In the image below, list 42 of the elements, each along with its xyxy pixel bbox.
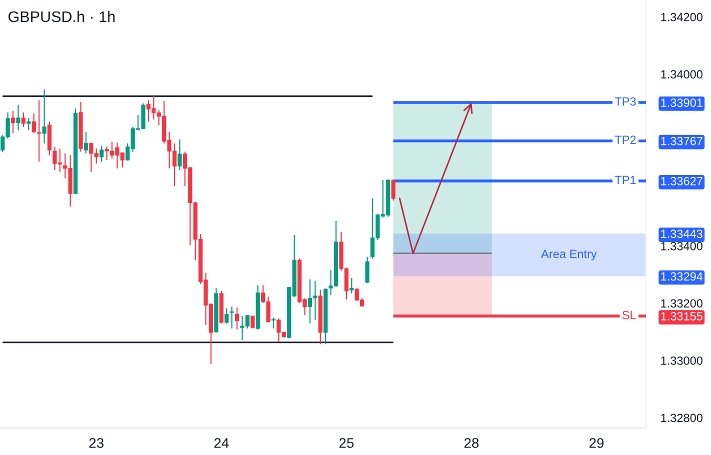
y-tick-label: 1.33294 xyxy=(661,272,703,281)
candlestick xyxy=(84,131,88,154)
band-label: Area Entry xyxy=(541,250,597,260)
candlestick xyxy=(365,256,370,284)
candlestick xyxy=(100,145,104,162)
candlestick xyxy=(16,104,20,131)
y-tick-label: 1.33000 xyxy=(661,356,702,365)
candlestick xyxy=(21,112,26,128)
candlestick xyxy=(234,306,240,330)
y-tick-label: 1.34200 xyxy=(661,12,702,22)
y-tick-label: 1.33901 xyxy=(661,98,702,107)
y-tick-label: 1.33200 xyxy=(661,299,702,308)
y-tick-label: 1.34000 xyxy=(661,70,702,79)
y-tick-label: 1.33767 xyxy=(661,136,702,146)
x-tick-label: 25 xyxy=(339,438,354,448)
candlestick xyxy=(10,110,16,134)
ref-line-label: TP3 xyxy=(614,97,636,106)
candlestick xyxy=(42,89,46,144)
candlestick xyxy=(271,316,276,329)
x-tick-label: 29 xyxy=(589,438,604,448)
y-tick-label: 1.33155 xyxy=(661,312,702,320)
candlestick xyxy=(224,308,229,324)
text: GBPUSD.h · 1h xyxy=(8,10,115,22)
x-tick-label: 24 xyxy=(214,438,229,448)
candlestick xyxy=(178,138,182,171)
candlestick xyxy=(313,280,318,321)
candlestick xyxy=(308,278,312,324)
x-tick-label: 23 xyxy=(89,438,104,448)
candlestick xyxy=(250,314,255,329)
x-tick-label: 28 xyxy=(464,438,479,448)
y-tick-label: 1.33627 xyxy=(661,176,702,186)
y-tick-label: 1.33400 xyxy=(661,242,702,250)
candlestick xyxy=(350,277,354,294)
ref-line-label: TP1 xyxy=(614,176,636,184)
ref-line-label: TP2 xyxy=(614,136,636,144)
candlestick xyxy=(391,178,396,202)
candlestick xyxy=(37,100,42,162)
candlestick xyxy=(104,146,109,161)
candlestick xyxy=(32,112,36,134)
ref-line-label: SL xyxy=(622,310,636,320)
y-tick-label: 1.33443 xyxy=(661,230,702,238)
y-tick-label: 1.32800 xyxy=(661,414,702,422)
